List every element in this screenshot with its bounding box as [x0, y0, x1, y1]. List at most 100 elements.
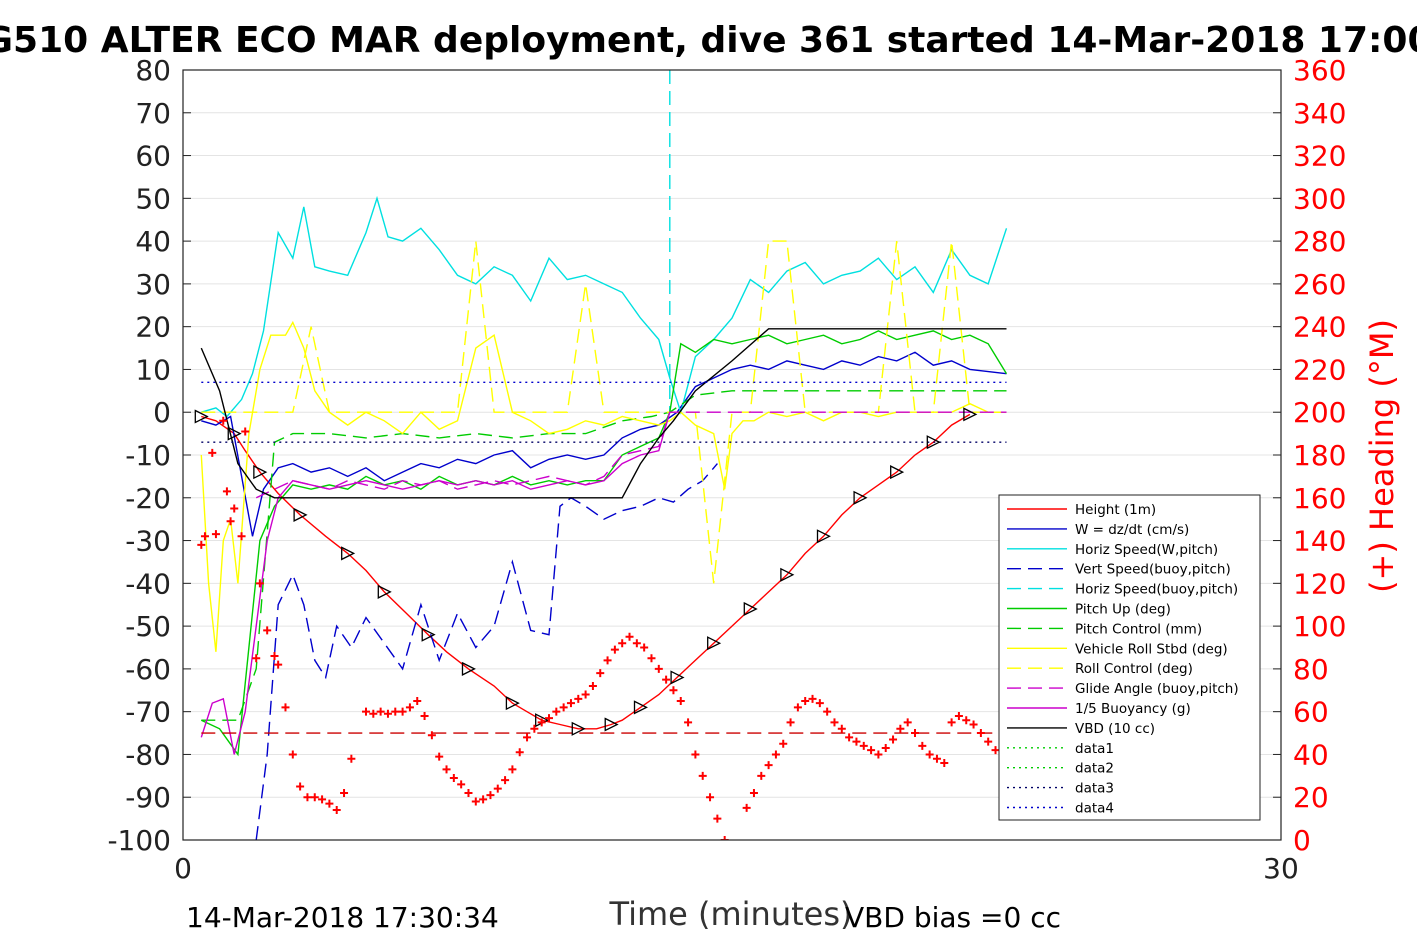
left-tick-label: -30: [125, 525, 171, 558]
depth-marker: [377, 584, 392, 599]
heading-point: [852, 737, 861, 746]
right-tick-label: 160: [1293, 482, 1346, 515]
heading-point: [581, 690, 590, 699]
heading-point: [654, 664, 663, 673]
heading-point: [625, 632, 634, 641]
depth-marker: [505, 696, 520, 711]
legend-entry: Pitch Up (deg): [1075, 602, 1171, 618]
series-line-8: [201, 240, 1007, 584]
heading-point: [889, 735, 898, 744]
heading-point: [537, 718, 546, 727]
series-line-11: [200, 328, 1007, 499]
heading-point: [815, 699, 824, 708]
heading-point: [362, 707, 370, 716]
right-axis-label: (+) Heading (°M): [1363, 319, 1401, 593]
heading-point: [640, 643, 649, 652]
heading-point: [918, 741, 927, 750]
series-line-10: [200, 412, 671, 755]
heading-point: [881, 744, 890, 753]
heading-point: [303, 793, 312, 802]
x-tick-label: 0: [174, 852, 192, 885]
heading-point: [252, 654, 261, 663]
legend-entry: Vert Speed(buoy,pitch): [1075, 562, 1231, 578]
series-line-3: [255, 463, 718, 840]
heading-point: [263, 626, 272, 635]
heading-point: [691, 750, 700, 759]
heading-point: [211, 530, 220, 539]
heading-point: [486, 791, 495, 800]
legend-entry: data3: [1075, 781, 1114, 797]
left-tick-label: -10: [125, 439, 171, 472]
heading-point: [493, 784, 502, 793]
heading-point: [383, 709, 392, 718]
heading-point: [632, 639, 641, 648]
heading-point: [662, 675, 671, 684]
heading-point: [369, 709, 378, 718]
legend-entry: VBD (10 cc): [1075, 721, 1155, 737]
legend-entry: data4: [1075, 801, 1114, 817]
depth-marker: [780, 567, 795, 582]
heading-point: [552, 707, 561, 716]
heading-point: [801, 696, 810, 705]
left-tick-label: -60: [125, 653, 171, 686]
heading-point: [728, 62, 736, 70]
x-axis-label: Time (minutes): [609, 895, 853, 933]
heading-point: [442, 765, 451, 774]
left-tick-label: 80: [135, 54, 171, 87]
legend-entry: Vehicle Roll Stbd (deg): [1075, 641, 1228, 657]
heading-point: [376, 707, 385, 716]
heading-point: [523, 733, 532, 742]
heading-point: [969, 720, 978, 729]
depth-marker: [963, 407, 978, 422]
depth-marker: [253, 465, 268, 480]
heading-point: [413, 696, 422, 705]
heading-point: [647, 654, 656, 663]
heading-point: [786, 718, 795, 727]
depth-marker: [853, 490, 868, 505]
left-tick-label: -100: [107, 824, 171, 857]
legend-entry: Glide Angle (buoy,pitch): [1075, 681, 1239, 697]
heading-point: [596, 669, 605, 678]
left-tick-label: 10: [135, 353, 171, 386]
heading-point: [566, 699, 575, 708]
legend-entry: Horiz Speed(buoy,pitch): [1075, 582, 1238, 598]
heading-point: [574, 694, 583, 703]
heading-point: [771, 750, 780, 759]
heading-point: [332, 806, 341, 815]
heading-point: [610, 645, 619, 654]
depth-marker: [421, 627, 436, 642]
right-tick-label: 280: [1293, 225, 1346, 258]
depth-marker: [293, 507, 308, 522]
heading-point: [954, 711, 963, 720]
heading-point: [896, 724, 905, 733]
heading-point: [991, 746, 1000, 755]
heading-point: [427, 731, 436, 740]
depth-marker: [816, 529, 831, 544]
heading-point: [310, 793, 319, 802]
heading-point: [530, 724, 539, 733]
right-tick-label: 120: [1293, 567, 1346, 600]
depth-marker: [194, 409, 209, 424]
series-line-0: [201, 413, 971, 730]
heading-point: [457, 780, 466, 789]
depth-marker: [633, 700, 648, 715]
right-tick-label: 200: [1293, 396, 1346, 429]
right-tick-label: 80: [1293, 653, 1329, 686]
heading-point: [296, 782, 305, 791]
heading-point: [713, 814, 722, 823]
heading-point: [603, 656, 612, 665]
heading-point: [706, 793, 715, 802]
heading-point: [347, 754, 356, 763]
heading-point: [676, 696, 685, 705]
right-tick-label: 260: [1293, 268, 1346, 301]
right-tick-label: 60: [1293, 696, 1329, 729]
heading-point: [501, 776, 510, 785]
depth-marker: [571, 721, 586, 736]
left-tick-label: -50: [125, 610, 171, 643]
depth-marker: [341, 546, 356, 561]
depth-marker: [604, 717, 619, 732]
chart-title: G510 ALTER ECO MAR deployment, dive 361 …: [0, 20, 1417, 61]
x-tick-label: 30: [1263, 852, 1299, 885]
heading-point: [947, 718, 956, 727]
